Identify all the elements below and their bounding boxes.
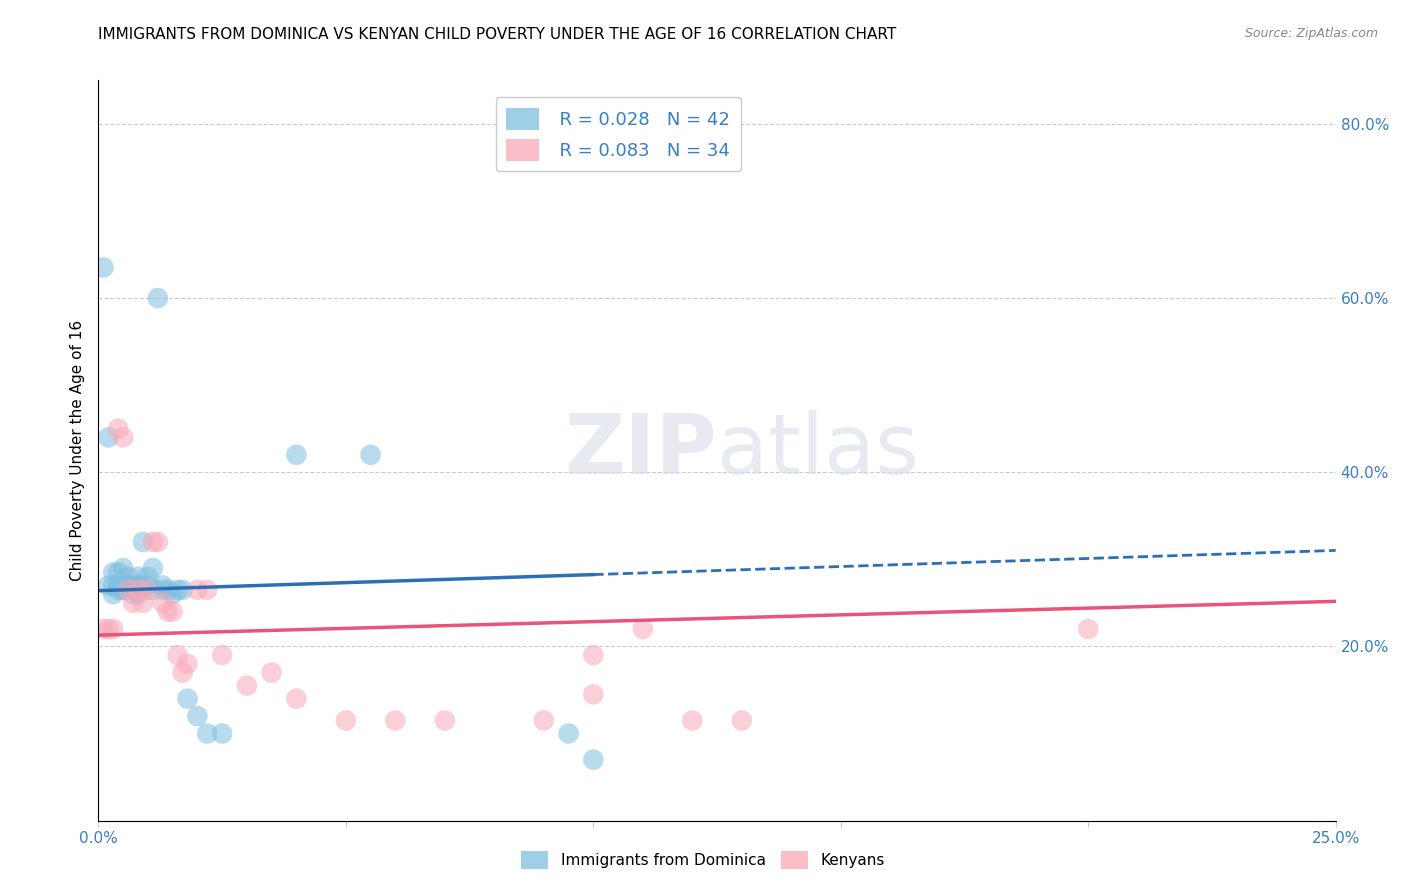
Point <box>117 578 139 592</box>
Point <box>146 535 169 549</box>
Point <box>117 570 139 584</box>
Legend: Immigrants from Dominica, Kenyans: Immigrants from Dominica, Kenyans <box>515 845 891 875</box>
Point <box>112 582 135 597</box>
Point <box>186 709 208 723</box>
Point <box>127 587 149 601</box>
Point <box>582 753 605 767</box>
Point <box>582 648 605 662</box>
Point <box>122 587 145 601</box>
Point <box>166 582 188 597</box>
Point <box>631 622 654 636</box>
Text: IMMIGRANTS FROM DOMINICA VS KENYAN CHILD POVERTY UNDER THE AGE OF 16 CORRELATION: IMMIGRANTS FROM DOMINICA VS KENYAN CHILD… <box>98 27 897 42</box>
Point <box>107 578 129 592</box>
Text: atlas: atlas <box>717 410 918 491</box>
Point <box>112 578 135 592</box>
Point <box>236 679 259 693</box>
Point <box>107 422 129 436</box>
Point <box>195 582 218 597</box>
Point <box>97 622 120 636</box>
Point <box>127 578 149 592</box>
Point <box>384 714 406 728</box>
Y-axis label: Child Poverty Under the Age of 16: Child Poverty Under the Age of 16 <box>69 320 84 581</box>
Point <box>211 648 233 662</box>
Point <box>152 582 174 597</box>
Point <box>142 535 165 549</box>
Point <box>136 578 159 592</box>
Point <box>122 578 145 592</box>
Point <box>335 714 357 728</box>
Point <box>136 582 159 597</box>
Text: ZIP: ZIP <box>565 410 717 491</box>
Point <box>107 582 129 597</box>
Point <box>1077 622 1099 636</box>
Point <box>433 714 456 728</box>
Point <box>142 582 165 597</box>
Point <box>112 561 135 575</box>
Point <box>103 566 125 580</box>
Point <box>103 578 125 592</box>
Point <box>176 657 198 671</box>
Point <box>731 714 754 728</box>
Point <box>186 582 208 597</box>
Point <box>117 582 139 597</box>
Point <box>152 578 174 592</box>
Point <box>112 430 135 444</box>
Point <box>211 726 233 740</box>
Text: Source: ZipAtlas.com: Source: ZipAtlas.com <box>1244 27 1378 40</box>
Point <box>582 687 605 701</box>
Point <box>122 582 145 597</box>
Point <box>132 578 155 592</box>
Point <box>285 448 308 462</box>
Point <box>681 714 703 728</box>
Point <box>97 430 120 444</box>
Point <box>195 726 218 740</box>
Point <box>136 570 159 584</box>
Point <box>172 665 194 680</box>
Point <box>103 622 125 636</box>
Point <box>93 260 115 275</box>
Point <box>93 622 115 636</box>
Point <box>122 596 145 610</box>
Point <box>162 587 184 601</box>
Point <box>127 582 149 597</box>
Point <box>285 691 308 706</box>
Point <box>156 605 179 619</box>
Point <box>557 726 579 740</box>
Point <box>166 648 188 662</box>
Legend:   R = 0.028   N = 42,   R = 0.083   N = 34: R = 0.028 N = 42, R = 0.083 N = 34 <box>495 96 741 171</box>
Point <box>132 596 155 610</box>
Point <box>533 714 555 728</box>
Point <box>360 448 382 462</box>
Point <box>142 561 165 575</box>
Point <box>107 566 129 580</box>
Point <box>146 291 169 305</box>
Point <box>97 578 120 592</box>
Point <box>127 570 149 584</box>
Point <box>260 665 283 680</box>
Point <box>162 605 184 619</box>
Point <box>152 596 174 610</box>
Point <box>156 582 179 597</box>
Point <box>172 582 194 597</box>
Point <box>176 691 198 706</box>
Point <box>117 578 139 592</box>
Point <box>103 587 125 601</box>
Point <box>132 535 155 549</box>
